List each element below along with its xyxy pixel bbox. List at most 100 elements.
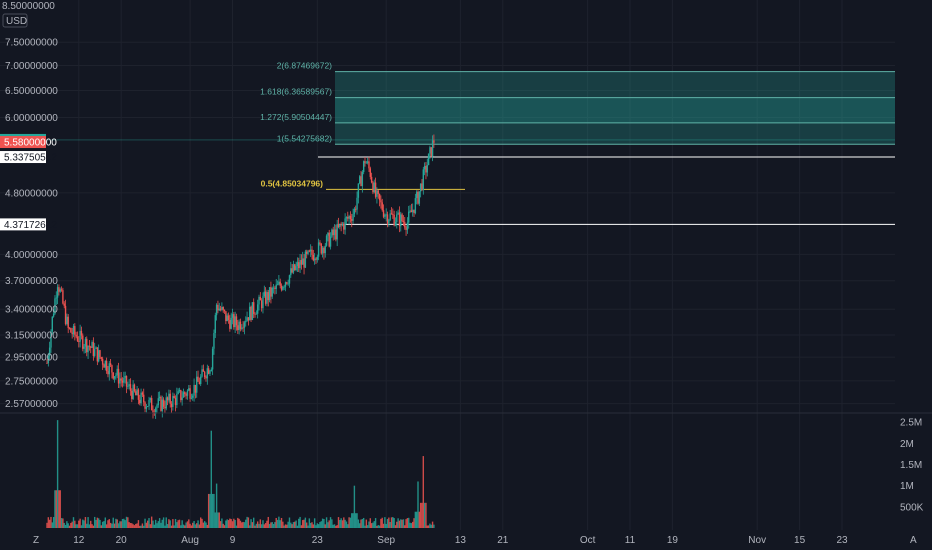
volume-bar <box>91 524 93 528</box>
volume-bar <box>124 520 126 528</box>
volume-bar <box>148 518 150 528</box>
candle-body <box>161 399 163 411</box>
candle-body <box>166 397 169 401</box>
volume-bar <box>339 520 341 528</box>
candle-body <box>145 406 148 409</box>
candle-body <box>124 375 126 378</box>
candle-body <box>190 397 193 399</box>
candle-body <box>242 327 244 329</box>
volume-bar <box>378 525 381 528</box>
volume-bar <box>238 518 240 528</box>
candle-body <box>84 338 87 347</box>
volume-bar <box>80 525 83 528</box>
candle-body <box>365 162 368 164</box>
candle-body <box>250 306 252 320</box>
candle-body <box>173 396 175 398</box>
candle-body <box>287 283 289 285</box>
candle-body <box>52 313 55 317</box>
volume-bar <box>394 525 397 528</box>
volume-axis[interactable]: 2.5M 2M 1.5M 1M 500K <box>900 418 924 514</box>
volume-bar <box>349 517 352 528</box>
candle-body <box>274 287 276 289</box>
volume-bar <box>197 520 199 528</box>
candle-body <box>91 342 93 348</box>
volume-bar <box>152 520 154 528</box>
candle-body <box>231 314 234 318</box>
volume-bar <box>337 517 340 528</box>
price-tick-label: 3.40000000 <box>5 305 58 316</box>
volume-bar <box>135 523 137 528</box>
volume-bar <box>207 493 210 528</box>
candle-body <box>292 264 295 273</box>
volume-bar <box>243 522 246 528</box>
volume-bar <box>302 520 304 528</box>
candle-body <box>54 298 56 314</box>
volume-bar <box>162 517 165 528</box>
volume-bar <box>398 520 401 528</box>
volume-tick-label: 2M <box>900 439 914 450</box>
time-tick-label: 20 <box>116 535 128 546</box>
candle-body <box>253 302 255 314</box>
candle-body <box>180 390 182 401</box>
candle-body <box>211 348 214 370</box>
zoom-icon[interactable]: Z <box>33 535 39 546</box>
volume-bar <box>276 519 279 528</box>
volume-bar <box>291 524 293 528</box>
volume-bar <box>316 523 318 528</box>
volume-bar <box>225 520 227 528</box>
price-axis[interactable]: 7.50000000 7.00000000 6.50000000 6.00000000… <box>5 38 58 410</box>
candle-body <box>164 406 166 409</box>
volume-bar <box>198 524 201 528</box>
volume-bar <box>186 521 189 528</box>
volume-bar <box>182 524 185 528</box>
candle-body <box>366 161 369 163</box>
volume-bar <box>59 490 61 528</box>
time-axis[interactable]: 12 20 Aug 9 23 Sep 13 21 Oct 11 19 Nov 15 23 <box>73 535 848 546</box>
candle-body <box>205 377 207 379</box>
candle-body <box>296 262 299 267</box>
candle-body <box>402 220 405 223</box>
currency-badge[interactable] <box>2 13 28 28</box>
candle-body <box>408 211 410 223</box>
candle-body <box>372 182 374 193</box>
candle-body <box>280 285 283 290</box>
fib-level-label: 1(5.54275682) <box>277 133 332 143</box>
volume-bar <box>214 512 216 528</box>
volume-bar <box>360 519 362 528</box>
volume-bar <box>431 521 434 528</box>
volume-bar <box>418 511 421 528</box>
volume-bar <box>234 519 236 528</box>
volume-bar <box>415 511 418 528</box>
volume-bar <box>250 519 252 528</box>
fib-extension-zone[interactable]: 2(6.87469672) 1.618(6.36589567) 1.272(5.90… <box>260 61 895 190</box>
horizontal-lines[interactable] <box>0 139 895 225</box>
candle-body <box>394 222 397 226</box>
candle-body <box>149 398 152 400</box>
volume-bar <box>218 512 220 528</box>
volume-bar <box>64 524 67 528</box>
candle-body <box>79 330 81 342</box>
candle-body <box>136 389 138 396</box>
auto-scale-icon[interactable]: A <box>910 535 917 546</box>
candle-body <box>229 319 231 329</box>
volume-bar <box>406 518 409 528</box>
fib-level-label: 2(6.87469672) <box>277 61 332 71</box>
candle-body <box>64 305 67 324</box>
candle-body <box>207 368 210 374</box>
volume-bar <box>166 524 169 528</box>
volume-bar <box>421 502 423 528</box>
candle-body <box>137 389 140 400</box>
volume-bar <box>369 518 371 528</box>
price-badge-label: 4.37172612 <box>4 220 57 231</box>
volume-bar <box>332 524 334 528</box>
candle-body <box>82 335 84 349</box>
volume-bar <box>231 521 234 528</box>
volume-bar <box>405 519 407 528</box>
price-badge-label: 5.33750512 <box>4 153 57 164</box>
volume-bar <box>247 517 250 528</box>
candle-body <box>278 281 280 285</box>
candle-body <box>433 140 435 143</box>
candle-body <box>369 168 371 177</box>
price-tick-label: 3.15000000 <box>5 331 58 342</box>
